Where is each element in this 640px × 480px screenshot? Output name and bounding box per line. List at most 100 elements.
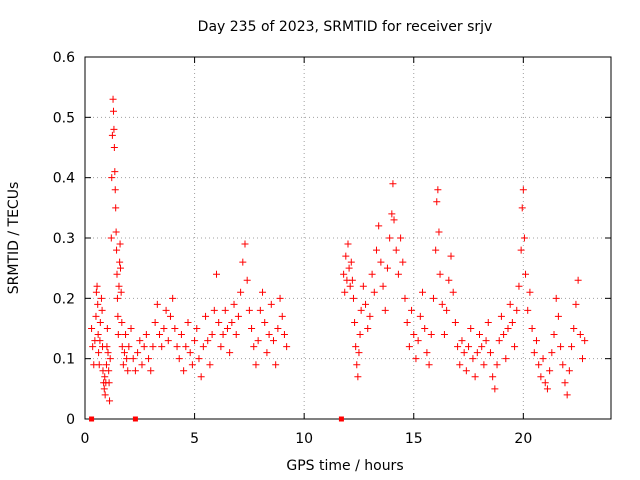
axis-ticks: 0 0.1 0.2 0.3 0.4 0.5 0.6 0 5 10 15 20 <box>53 50 611 447</box>
data-point <box>151 318 159 326</box>
data-point <box>234 312 242 320</box>
data-point <box>110 125 118 133</box>
y-axis-label: SRMTID / TECUs <box>6 182 22 295</box>
data-point <box>226 349 234 357</box>
data-point <box>120 349 128 357</box>
data-point <box>239 258 247 266</box>
data-point <box>248 325 256 332</box>
data-point <box>563 391 571 399</box>
data-point <box>354 373 362 381</box>
data-point <box>113 294 121 302</box>
data-point <box>362 300 370 308</box>
data-point <box>419 288 427 296</box>
data-point <box>112 204 120 212</box>
data-point <box>283 343 291 351</box>
data-point <box>515 282 523 290</box>
data-point <box>532 337 540 345</box>
data-point <box>425 361 433 369</box>
data-point <box>489 373 497 381</box>
y-tick-label: 0 <box>66 412 75 428</box>
data-point <box>278 312 286 320</box>
data-point <box>210 306 218 314</box>
data-point <box>116 258 124 266</box>
data-point <box>204 337 212 345</box>
data-point <box>117 288 125 296</box>
data-point <box>92 312 100 320</box>
data-point <box>403 318 411 326</box>
data-point <box>550 331 558 339</box>
data-point <box>140 343 148 351</box>
data-point <box>221 306 229 314</box>
data-point <box>108 131 116 139</box>
data-point <box>530 349 538 357</box>
data-point <box>389 180 397 188</box>
data-point <box>145 355 153 363</box>
data-point <box>110 144 118 151</box>
data-point <box>370 288 378 296</box>
data-point <box>366 312 374 320</box>
data-point <box>517 246 525 254</box>
data-point <box>111 168 119 176</box>
data-point <box>478 343 486 351</box>
data-point <box>465 343 473 351</box>
data-point <box>101 391 109 399</box>
data-point <box>539 355 547 363</box>
data-point <box>568 343 576 351</box>
data-point <box>228 318 236 326</box>
data-point <box>115 282 123 290</box>
data-point <box>95 361 103 369</box>
data-point <box>217 343 225 351</box>
data-point <box>102 361 110 369</box>
data-point <box>186 349 194 357</box>
data-point <box>101 373 109 381</box>
data-point <box>230 300 238 308</box>
data-point <box>113 270 121 278</box>
data-point <box>105 367 113 375</box>
data-point <box>438 300 446 308</box>
data-point <box>528 325 536 332</box>
data-point <box>467 325 475 332</box>
data-point <box>274 325 282 332</box>
data-point <box>471 373 479 381</box>
data-point <box>208 331 216 339</box>
data-point <box>245 306 253 314</box>
data-point <box>433 198 441 206</box>
data-point <box>243 276 251 284</box>
data-point <box>219 331 227 339</box>
data-point <box>342 252 350 260</box>
data-point <box>379 282 387 290</box>
data-point <box>160 325 168 332</box>
data-point <box>213 270 220 278</box>
data-point <box>447 252 455 260</box>
data-point <box>469 355 477 363</box>
data-point <box>357 306 365 314</box>
data-point <box>579 355 587 363</box>
data-point <box>368 270 376 278</box>
data-point <box>109 95 117 103</box>
data-point <box>118 318 126 326</box>
data-point <box>383 264 391 272</box>
data-point <box>261 318 269 326</box>
data-point <box>377 258 385 266</box>
data-point <box>460 349 468 357</box>
data-point <box>353 361 361 369</box>
data-points <box>88 95 589 422</box>
data-point <box>364 325 372 332</box>
data-point <box>340 270 348 278</box>
data-point <box>484 318 492 326</box>
data-point <box>518 204 526 212</box>
data-point <box>267 300 275 308</box>
data-point <box>445 276 453 284</box>
data-point <box>497 312 505 320</box>
data-point <box>473 349 481 357</box>
data-point <box>412 355 420 363</box>
data-point <box>256 306 264 314</box>
data-point <box>491 385 499 393</box>
data-point <box>114 331 122 339</box>
data-point <box>548 349 556 357</box>
data-point <box>149 343 157 351</box>
data-point <box>94 331 102 339</box>
data-point <box>106 355 114 363</box>
data-point <box>259 288 267 296</box>
data-point <box>344 240 352 248</box>
